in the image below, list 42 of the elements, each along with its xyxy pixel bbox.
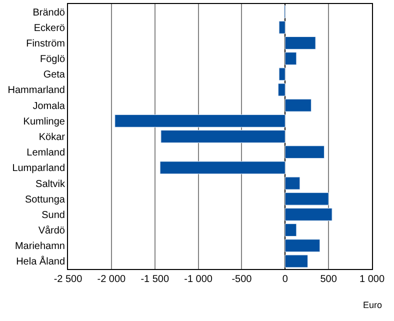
bar <box>284 239 320 252</box>
bar <box>284 224 297 237</box>
bar <box>278 83 286 96</box>
bar <box>284 52 297 66</box>
x-tick-label: 1 000 <box>359 274 385 285</box>
y-tick-label: Hela Åland <box>16 256 65 268</box>
bar <box>284 146 324 159</box>
y-tick-label: Kökar <box>38 132 66 143</box>
y-tick-label: Kumlinge <box>23 116 66 128</box>
bar <box>278 68 286 81</box>
bar <box>160 130 286 143</box>
x-tick-label: 500 <box>320 274 338 285</box>
y-tick-label: Lumparland <box>12 163 65 174</box>
y-tick-label: Saltvik <box>36 178 66 190</box>
bar <box>284 254 308 268</box>
x-tick-label: -1 000 <box>184 274 213 285</box>
bar <box>114 114 286 128</box>
bar <box>278 20 286 34</box>
y-tick-label: Hammarland <box>8 85 65 96</box>
bar <box>284 176 300 190</box>
x-tick-label: -2 500 <box>54 274 83 285</box>
bar <box>284 36 316 50</box>
y-tick-label: Lemland <box>26 148 65 159</box>
bar <box>160 161 286 174</box>
x-tick-label: -500 <box>232 274 252 285</box>
y-tick-label: Sottunga <box>24 194 66 206</box>
y-tick-label: Finström <box>26 38 65 50</box>
x-tick-label: -1 500 <box>140 274 170 285</box>
y-tick-label: Geta <box>43 70 66 81</box>
y-tick-label: Sund <box>42 210 65 221</box>
y-tick-label: Mariehamn <box>14 241 65 252</box>
y-tick-label: Brändö <box>32 7 66 18</box>
x-tick-label: 0 <box>282 274 288 285</box>
bar <box>284 98 312 112</box>
bar <box>284 208 332 221</box>
y-tick-label: Eckerö <box>34 22 66 34</box>
y-tick-label: Vårdö <box>38 224 66 237</box>
x-tick-label: -2 000 <box>97 274 126 285</box>
x-axis-title: Euro <box>363 300 382 310</box>
y-tick-label: Jomala <box>32 100 66 112</box>
bar <box>284 192 329 206</box>
y-tick-label: Föglö <box>40 54 66 66</box>
